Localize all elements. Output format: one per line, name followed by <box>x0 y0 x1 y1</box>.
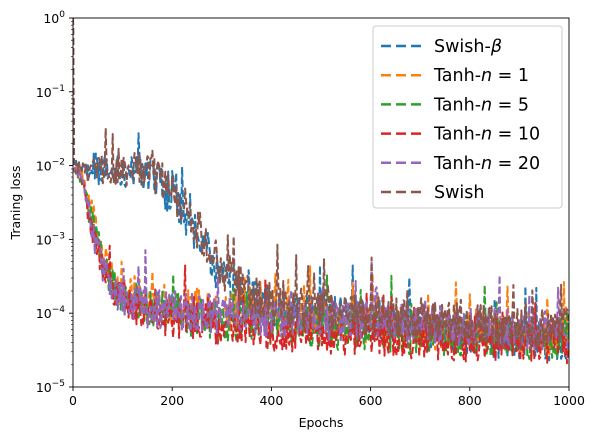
y-tick-base: 10 <box>36 232 52 247</box>
y-tick-exponent: −5 <box>52 379 65 389</box>
legend-entry-main: Swish- <box>434 37 491 57</box>
legend-entry-symbol: n <box>481 95 492 115</box>
x-axis-label: Epochs <box>299 415 344 430</box>
legend-entry: Tanh-n = 1 <box>433 66 529 86</box>
legend-entry-main: Tanh- <box>433 154 481 174</box>
legend-entry-symbol: n <box>481 125 492 145</box>
series-line <box>73 18 569 352</box>
legend-entry-value: = 20 <box>492 154 540 174</box>
y-tick-exponent: −1 <box>52 84 65 94</box>
legend-entry: Swish-β <box>434 37 502 57</box>
legend-entry: Tanh-n = 5 <box>433 95 529 115</box>
x-axis-ticks: 0 200 400 600 800 1000 <box>69 387 585 408</box>
y-tick-exponent: −2 <box>52 158 65 168</box>
y-tick-label: 10−4 <box>36 305 65 321</box>
x-tick-label: 200 <box>160 393 184 408</box>
y-tick-label: 10−3 <box>36 231 65 247</box>
y-tick-base: 10 <box>43 11 59 26</box>
legend-entry-symbol: n <box>481 66 492 86</box>
x-tick-label: 1000 <box>553 393 585 408</box>
y-tick-exponent: 0 <box>59 10 65 20</box>
legend-entry-main: Tanh- <box>433 66 481 86</box>
legend-entry-main: Tanh- <box>433 125 481 145</box>
y-axis-label: Traning loss <box>8 166 23 241</box>
plot-frame <box>72 17 570 388</box>
legend-entry-main: Tanh- <box>433 95 481 115</box>
legend-entry-value: = 5 <box>492 95 529 115</box>
y-tick-label: 100 <box>43 10 65 26</box>
y-tick-label: 10−5 <box>36 379 65 395</box>
x-tick-label: 600 <box>359 393 383 408</box>
y-tick-label: 10−1 <box>36 84 65 100</box>
y-tick-base: 10 <box>36 85 52 100</box>
legend-entry: Tanh-n = 10 <box>433 125 540 145</box>
y-tick-label: 10−2 <box>36 158 65 174</box>
x-tick-label: 800 <box>458 393 482 408</box>
legend-entry-symbol: n <box>481 154 492 174</box>
plot-lines <box>73 18 569 365</box>
y-tick-base: 10 <box>36 306 52 321</box>
legend-entry-value: = 1 <box>492 66 529 86</box>
legend-entry-main: Swish <box>434 183 485 203</box>
y-tick-base: 10 <box>36 159 52 174</box>
legend-entry-symbol: β <box>490 37 502 57</box>
x-tick-label: 0 <box>69 393 77 408</box>
x-tick-label: 400 <box>259 393 283 408</box>
legend-entry: Swish <box>434 183 485 203</box>
y-tick-exponent: −3 <box>52 231 65 241</box>
y-tick-base: 10 <box>36 380 52 395</box>
legend-entry: Tanh-n = 20 <box>433 154 540 174</box>
y-tick-exponent: −4 <box>52 305 66 315</box>
legend-entry-value: = 10 <box>492 125 540 145</box>
